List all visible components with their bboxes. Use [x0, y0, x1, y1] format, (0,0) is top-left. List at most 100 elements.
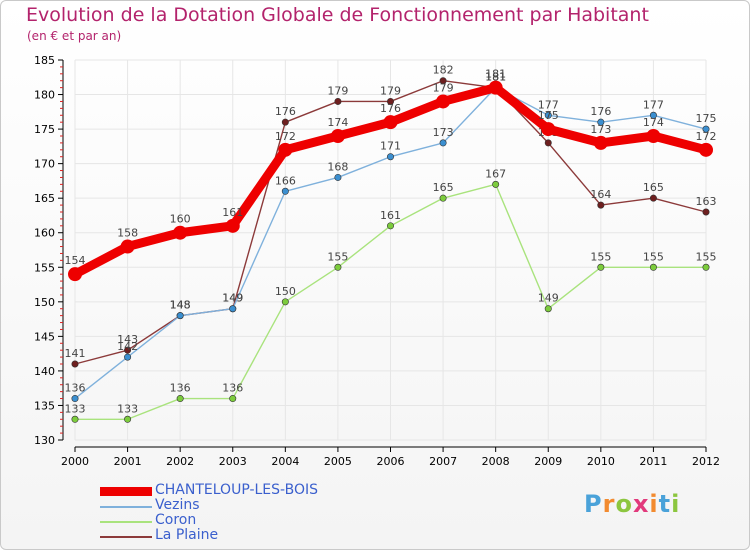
- data-point: [334, 263, 342, 271]
- data-point: [649, 194, 657, 202]
- data-label: 148: [170, 299, 191, 312]
- y-tick-label: 155: [34, 261, 55, 274]
- data-label: 136: [65, 382, 86, 395]
- data-point: [386, 222, 394, 230]
- data-label: 174: [643, 116, 664, 129]
- data-point: [281, 118, 289, 126]
- legend-swatch-coron: [100, 521, 152, 523]
- data-point: [439, 194, 447, 202]
- x-tick-label: 2000: [61, 455, 89, 468]
- data-label: 171: [380, 140, 401, 153]
- data-label: 181: [485, 68, 506, 81]
- legend-label-la-plaine: La Plaine: [155, 527, 219, 543]
- data-label: 168: [327, 160, 348, 173]
- data-point: [544, 139, 552, 147]
- data-label: 181: [485, 71, 506, 84]
- chart-subtitle: (en € et par an): [27, 29, 122, 43]
- x-tick-label: 2003: [219, 455, 247, 468]
- chart-title: Evolution de la Dotation Globale de Fonc…: [26, 4, 649, 26]
- series-coron: 133 133 136 136 150 155 161 165 167 149 155 155 155: [65, 167, 717, 423]
- x-tick-label: 2007: [429, 455, 457, 468]
- data-label: 141: [65, 347, 86, 360]
- legend-label-coron: Coron: [155, 512, 197, 528]
- data-point: [229, 305, 237, 313]
- data-label: 136: [222, 382, 243, 395]
- data-label: 133: [65, 402, 86, 415]
- data-label: 155: [327, 250, 348, 263]
- data-point: [593, 135, 608, 150]
- data-point: [702, 263, 710, 271]
- data-point: [278, 142, 293, 157]
- data-point: [439, 77, 447, 85]
- data-label: 179: [433, 81, 454, 94]
- y-tick-label: 140: [34, 365, 55, 378]
- data-point: [281, 187, 289, 195]
- data-label: 143: [117, 333, 138, 346]
- legend-label-chanteloup: CHANTELOUP-LES-BOIS: [155, 482, 318, 498]
- series-chanteloup-les-bois: 154 158 160 161 172 174 176 179 181 175 173 174 172: [65, 68, 717, 282]
- data-label: 176: [275, 105, 296, 118]
- data-label: 166: [275, 174, 296, 187]
- x-tick-label: 2006: [377, 455, 405, 468]
- data-label: 174: [327, 116, 348, 129]
- y-tick-label: 135: [34, 399, 55, 412]
- y-tick-label: 150: [34, 296, 55, 309]
- x-tick-label: 2011: [639, 455, 667, 468]
- x-tick-label: 2004: [271, 455, 299, 468]
- data-point: [334, 97, 342, 105]
- data-label: 179: [380, 84, 401, 97]
- data-point: [439, 139, 447, 147]
- data-label: 133: [117, 402, 138, 415]
- data-label: 176: [590, 105, 611, 118]
- data-label: 165: [433, 181, 454, 194]
- data-label: 160: [170, 213, 191, 226]
- x-tick-label: 2002: [166, 455, 194, 468]
- data-point: [436, 94, 451, 109]
- legend-swatch-vezins: [100, 506, 152, 508]
- data-point: [334, 173, 342, 181]
- data-label: 149: [222, 292, 243, 305]
- data-point: [702, 125, 710, 133]
- data-point: [649, 263, 657, 271]
- data-label: 161: [380, 209, 401, 222]
- y-tick-label: 160: [34, 227, 55, 240]
- y-tick-label: 130: [34, 434, 55, 447]
- x-tick-label: 2005: [324, 455, 352, 468]
- legend-swatch-la-plaine: [100, 536, 152, 538]
- y-tick-label: 145: [34, 330, 55, 343]
- data-label: 165: [643, 181, 664, 194]
- data-label: 158: [117, 227, 138, 240]
- x-tick-label: 2009: [534, 455, 562, 468]
- data-point: [544, 305, 552, 313]
- data-label: 142: [117, 340, 138, 353]
- data-label: 176: [380, 102, 401, 115]
- data-label: 149: [222, 292, 243, 305]
- data-point: [176, 312, 184, 320]
- x-tick-label: 2008: [482, 455, 510, 468]
- data-point: [597, 263, 605, 271]
- data-point: [71, 395, 79, 403]
- data-point: [492, 180, 500, 188]
- legend-swatch-chanteloup: [100, 487, 152, 496]
- data-point: [649, 111, 657, 119]
- data-point: [71, 415, 79, 423]
- data-point: [68, 267, 82, 282]
- data-label: 161: [222, 206, 243, 219]
- data-label: 155: [590, 250, 611, 263]
- data-point: [124, 353, 132, 361]
- data-label: 179: [327, 84, 348, 97]
- data-label: 164: [590, 188, 611, 201]
- proxiti-logo: Proxiti: [584, 490, 681, 518]
- x-tick-label: 2012: [692, 455, 720, 468]
- data-point: [173, 225, 188, 240]
- data-point: [597, 201, 605, 209]
- data-point: [646, 129, 661, 143]
- data-label: 181: [485, 71, 506, 84]
- data-label: 167: [485, 167, 506, 180]
- data-label: 175: [696, 112, 717, 125]
- data-point: [541, 122, 556, 137]
- data-label: 172: [696, 130, 717, 143]
